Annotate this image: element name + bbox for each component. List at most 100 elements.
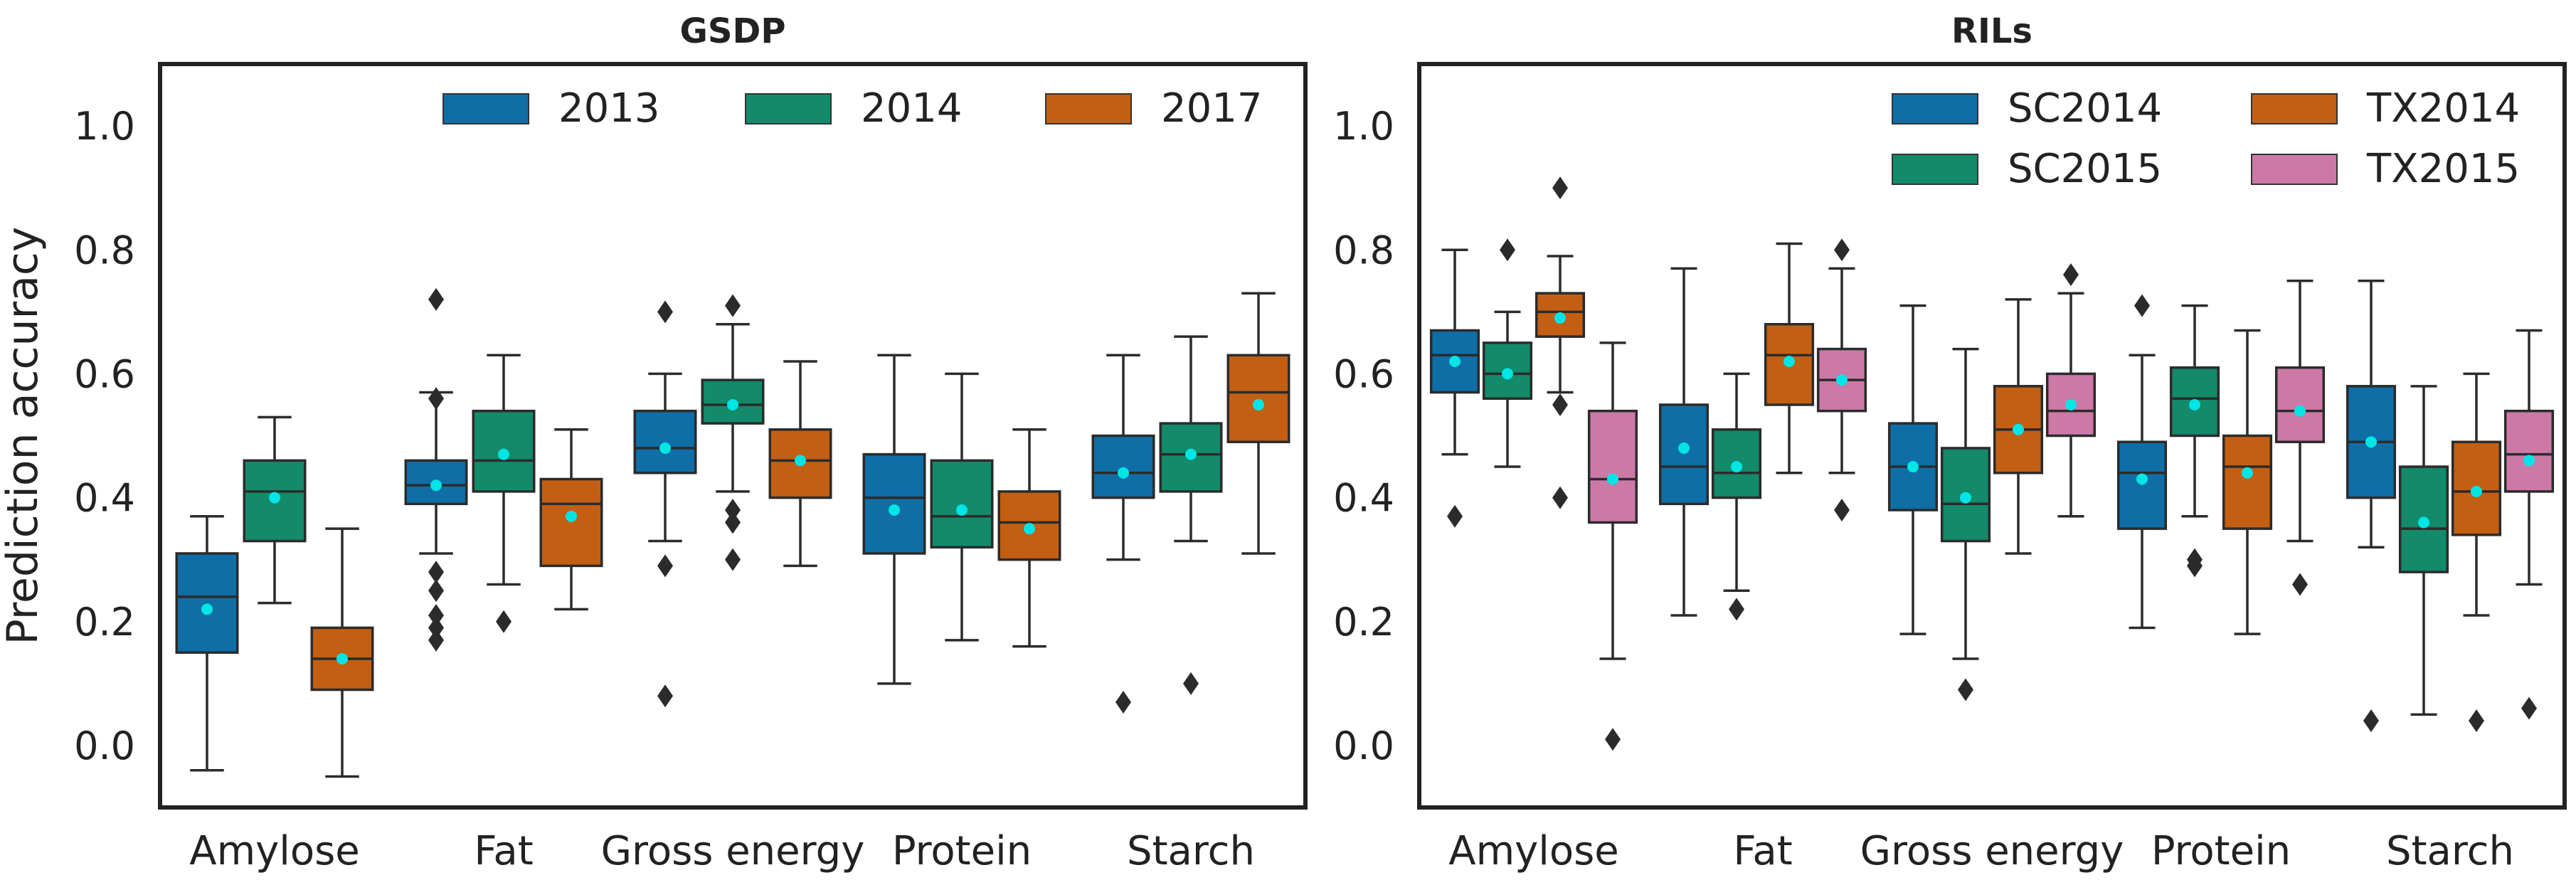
outlier-marker	[725, 499, 741, 521]
box-TX2014-amylose	[1535, 176, 1586, 509]
legend-item: SC2015	[1892, 146, 2162, 192]
mean-marker	[2189, 398, 2200, 410]
mean-marker	[498, 448, 509, 460]
outlier-marker	[1552, 486, 1568, 509]
box-2013-protein	[862, 354, 926, 685]
outlier-marker	[2134, 294, 2150, 317]
box-iqr	[701, 378, 765, 425]
box-iqr	[1091, 434, 1155, 499]
legend-swatch	[2251, 154, 2338, 185]
x-category-label: Fat	[1733, 828, 1792, 874]
box-SC2015-starch	[2398, 385, 2449, 716]
box-SC2015-protein	[2169, 304, 2220, 578]
mean-marker	[2471, 485, 2482, 497]
box-iqr	[2274, 366, 2326, 443]
box-2017-protein	[997, 428, 1061, 648]
panel-gsdp: GSDP 0.0 0.2 0.4 0.6 0.8 1.0 Prediction accurac…	[0, 11, 1308, 874]
box-SC2015-amylose	[1482, 238, 1533, 468]
outlier-marker	[428, 604, 444, 627]
mean-marker	[1607, 473, 1618, 485]
outlier-marker	[428, 628, 444, 652]
box-iqr	[2116, 440, 2168, 530]
box-TX2015-gross-energy	[2045, 263, 2097, 518]
mean-marker	[1185, 448, 1197, 460]
outlier-marker	[1958, 678, 1973, 701]
mean-marker	[566, 510, 577, 522]
legend-item: TX2015	[2251, 146, 2520, 192]
outlier-marker	[2469, 709, 2484, 733]
mean-marker	[1960, 492, 1971, 504]
box-iqr	[539, 477, 603, 568]
legend-label: SC2014	[2008, 85, 2162, 132]
box-iqr	[633, 409, 697, 475]
outlier-marker	[1115, 690, 1131, 714]
legend-item: TX2014	[2251, 85, 2520, 132]
outlier-marker	[657, 684, 673, 708]
mean-marker	[336, 653, 348, 664]
legend-item: 2014	[745, 85, 963, 132]
legend-item: SC2014	[1892, 85, 2162, 132]
y-tick-label: 0.6	[74, 351, 135, 396]
mean-marker	[2065, 398, 2077, 410]
legend-swatch	[1892, 154, 1978, 185]
box-2013-starch	[1091, 354, 1155, 714]
plot-frame	[158, 62, 1308, 810]
legend-swatch	[745, 93, 832, 124]
mean-marker	[269, 492, 280, 504]
legend: 2013 2014 2017	[442, 85, 1263, 132]
y-tick-label: 1.0	[1333, 104, 1394, 149]
y-tick-label: 0.8	[1333, 228, 1394, 272]
x-category-label: Protein	[2151, 828, 2291, 874]
box-2013-fat	[404, 287, 468, 652]
box-2014-starch	[1159, 335, 1223, 695]
mean-marker	[1449, 356, 1461, 367]
x-category-label: Gross energy	[601, 828, 865, 874]
mean-marker	[2418, 516, 2429, 529]
mean-marker	[1731, 461, 1742, 473]
box-iqr	[2222, 434, 2273, 530]
legend-label: 2013	[558, 85, 660, 132]
outlier-marker	[1834, 499, 1850, 521]
mean-marker	[2242, 467, 2253, 479]
box-TX2015-amylose	[1587, 341, 1638, 751]
box-iqr	[1226, 354, 1290, 443]
outlier-marker	[428, 287, 444, 311]
mean-marker	[2523, 455, 2535, 467]
box-SC2014-fat	[1658, 267, 1710, 617]
mean-marker	[2136, 473, 2148, 485]
outlier-marker	[2363, 709, 2379, 733]
box-iqr	[1658, 403, 1710, 506]
mean-marker	[1024, 523, 1035, 535]
box-2017-amylose	[310, 527, 374, 778]
mean-marker	[1783, 356, 1795, 367]
box-TX2015-fat	[1816, 238, 1867, 521]
legend-label: 2014	[861, 85, 963, 132]
box-SC2014-gross-energy	[1887, 304, 1939, 635]
y-axis-label: Prediction accuracy	[0, 227, 48, 645]
box-TX2015-protein	[2274, 280, 2326, 596]
box-iqr	[1482, 341, 1533, 400]
outlier-marker	[1729, 598, 1744, 621]
outlier-marker	[725, 548, 741, 571]
legend-swatch	[2251, 93, 2338, 124]
mean-marker	[1118, 467, 1129, 479]
box-2014-amylose	[243, 415, 307, 605]
outlier-marker	[1552, 176, 1568, 200]
legend-swatch	[442, 93, 529, 124]
mean-marker	[2013, 423, 2024, 435]
legend-label: 2017	[1161, 85, 1263, 132]
outlier-marker	[428, 561, 444, 584]
y-tick-label: 0.4	[1333, 476, 1394, 521]
box-2017-fat	[539, 428, 603, 611]
mean-marker	[889, 504, 900, 516]
box-iqr	[175, 552, 239, 655]
y-tick-label: 0.6	[1333, 351, 1394, 396]
outlier-marker	[1447, 504, 1463, 528]
x-category-label: Starch	[2386, 828, 2514, 874]
outlier-marker	[496, 610, 512, 633]
outlier-marker	[1605, 728, 1621, 751]
panel-title: GSDP	[680, 11, 786, 51]
legend-swatch	[1045, 93, 1132, 124]
mean-marker	[1836, 374, 1848, 386]
